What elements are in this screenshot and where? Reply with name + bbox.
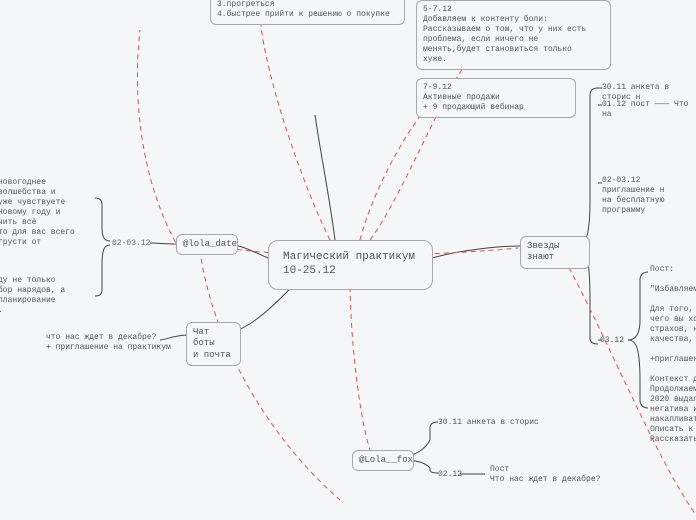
text-fox-0212: 02.12 bbox=[438, 470, 462, 480]
node-chat-bots-text: Чат ботыи почта bbox=[193, 327, 231, 360]
node-center-text: Магический практикум10-25.12 bbox=[283, 251, 415, 277]
node-lola-date-text: @lola_date bbox=[183, 239, 237, 249]
node-content-pain-text: 5-7.12Добавляем к контенту боли:Рассказы… bbox=[423, 5, 586, 64]
node-lola-fox[interactable]: @Lola__fox bbox=[352, 450, 414, 471]
node-stars-know[interactable]: Звезды знают bbox=[520, 236, 590, 269]
node-center[interactable]: Магический практикум10-25.12 bbox=[268, 240, 433, 290]
text-right-post-0112: 01.12 пост ——— Что на bbox=[602, 100, 696, 120]
text-dec-question: что нас ждет в декабре?+ приглашение на … bbox=[46, 333, 176, 353]
node-warmup[interactable]: 3.прогреться4.быстрее прийти к решению о… bbox=[210, 0, 405, 25]
node-lola-date[interactable]: @lola_date bbox=[176, 234, 238, 255]
text-left-plan: ду не толькобор нарядов, апланирование. bbox=[0, 276, 98, 316]
text-right-invite: 02-03.12 приглашение нна бесплатную прог… bbox=[602, 176, 696, 216]
node-active-sales[interactable]: 7-9.12Активные продажи+ 9 продающий веби… bbox=[416, 78, 576, 118]
node-stars-know-text: Звезды знают bbox=[527, 241, 559, 262]
node-chat-bots[interactable]: Чат ботыи почта bbox=[186, 322, 241, 366]
text-left-magic: новогоднееволшебства иуже чувствуетеНово… bbox=[0, 178, 98, 248]
node-content-pain[interactable]: 5-7.12Добавляем к контенту боли:Рассказы… bbox=[416, 0, 611, 70]
label-date-02-03: 02-03.12 bbox=[112, 239, 150, 248]
node-warmup-text: 3.прогреться4.быстрее прийти к решению о… bbox=[217, 0, 390, 19]
text-fox-post: ПостЧто нас ждет в декабре? bbox=[490, 465, 600, 485]
text-right-0312: 03.12 bbox=[600, 336, 624, 346]
text-fox-3011: 30.11 анкета в сторис bbox=[438, 418, 539, 428]
node-active-sales-text: 7-9.12Активные продажи+ 9 продающий веби… bbox=[423, 83, 524, 112]
text-right-post-block: Пост:"ИзбавляемсяДля того, ччего вы хотс… bbox=[650, 265, 696, 445]
node-lola-fox-text: @Lola__fox bbox=[359, 455, 413, 465]
mindmap-canvas: { "colors": { "bg": "#f5f6f7", "node_bor… bbox=[0, 0, 696, 520]
